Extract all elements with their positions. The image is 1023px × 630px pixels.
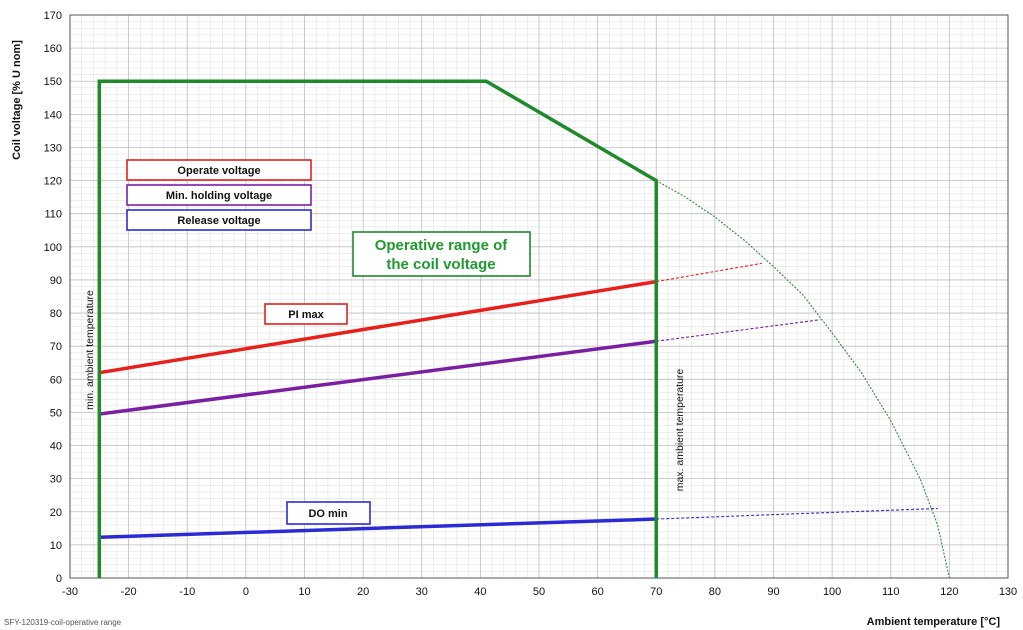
- operative-range-box: [352, 231, 531, 277]
- legend-box-operate: [126, 159, 312, 181]
- x-tick-label: -10: [179, 586, 195, 598]
- x-tick-label: 20: [357, 586, 369, 598]
- x-tick-label: 120: [940, 586, 958, 598]
- legend-label-release: Release voltage: [177, 215, 260, 227]
- y-tick-label: 170: [44, 10, 62, 22]
- y-tick-label: 130: [44, 142, 62, 154]
- x-tick-label: 0: [243, 586, 249, 598]
- x-tick-label: 50: [533, 586, 545, 598]
- y-tick-label: 20: [50, 507, 62, 519]
- x-tick-label: -20: [121, 586, 137, 598]
- max-ambient-temperature-label: max. ambient temperature: [674, 369, 686, 492]
- min-ambient-temperature-label: min. ambient temperature: [84, 290, 96, 410]
- x-tick-label: -30: [62, 586, 78, 598]
- do-min-annotation: DO min: [286, 501, 371, 525]
- operative-range-outline: [97, 79, 658, 578]
- x-tick-label: 10: [298, 586, 310, 598]
- x-axis-label: Ambient temperature [°C]: [867, 616, 1001, 628]
- x-tick-label: 40: [474, 586, 486, 598]
- do-min-box: [286, 501, 371, 525]
- x-tick-label: 90: [767, 586, 779, 598]
- x-tick-label: 100: [823, 586, 841, 598]
- operative-range-title-line2: the coil voltage: [386, 256, 495, 273]
- y-tick-label: 160: [44, 43, 62, 55]
- x-tick-label: 70: [650, 586, 662, 598]
- extrapolated-release-voltage-line: [656, 507, 938, 520]
- y-tick-label: 60: [50, 374, 62, 386]
- series-lines: [99, 180, 950, 579]
- extrapolated-holding-voltage-line: [656, 319, 821, 342]
- y-tick-label: 150: [44, 76, 62, 88]
- y-tick-label: 90: [50, 275, 62, 287]
- holding-voltage-line: [99, 339, 657, 416]
- tick-labels: -30 -20 -10 0 10 20 30 40 50 60 70 80 90 100 110 120 130…: [44, 10, 1018, 598]
- y-tick-label: 120: [44, 176, 62, 188]
- y-tick-label: 110: [44, 209, 62, 221]
- x-tick-label: 30: [416, 586, 428, 598]
- y-tick-label: 80: [50, 308, 62, 320]
- operate-voltage-line: [99, 279, 657, 375]
- y-tick-label: 50: [50, 407, 62, 419]
- extrapolated-operate-voltage-line: [656, 262, 762, 283]
- operative-range-annotation: Operative range of the coil voltage: [352, 231, 531, 277]
- x-tick-label: 110: [882, 586, 900, 598]
- operative-range: [97, 79, 658, 578]
- pi-max-label: PI max: [288, 309, 324, 321]
- y-tick-label: 140: [44, 109, 62, 121]
- do-min-label: DO min: [308, 508, 347, 520]
- plot-frame: [69, 14, 1009, 579]
- x-tick-label: 130: [999, 586, 1017, 598]
- y-tick-label: 0: [56, 573, 62, 585]
- x-tick-label: 80: [709, 586, 721, 598]
- y-tick-label: 100: [44, 242, 62, 254]
- legend-box-holding: [126, 184, 312, 206]
- x-tick-label: 60: [592, 586, 604, 598]
- y-tick-label: 40: [50, 441, 62, 453]
- temperature-limit-curve: [655, 180, 950, 579]
- y-tick-label: 10: [50, 540, 62, 552]
- legend-box-release: [126, 209, 312, 231]
- legend-label-holding: Min. holding voltage: [166, 190, 272, 202]
- pi-max-annotation: PI max: [264, 303, 348, 325]
- figure-id-footer: SFY-120319-coil-operative range: [4, 618, 122, 627]
- y-tick-label: 70: [50, 341, 62, 353]
- pi-max-box: [264, 303, 348, 325]
- y-axis-label: Coil voltage [% U nom]: [11, 40, 23, 160]
- release-voltage-line: [99, 517, 657, 540]
- operative-range-title-line1: Operative range of: [375, 237, 509, 254]
- legend: Operate voltage Min. holding voltage Rel…: [126, 159, 312, 231]
- legend-label-operate: Operate voltage: [177, 165, 260, 177]
- y-tick-label: 30: [50, 474, 62, 486]
